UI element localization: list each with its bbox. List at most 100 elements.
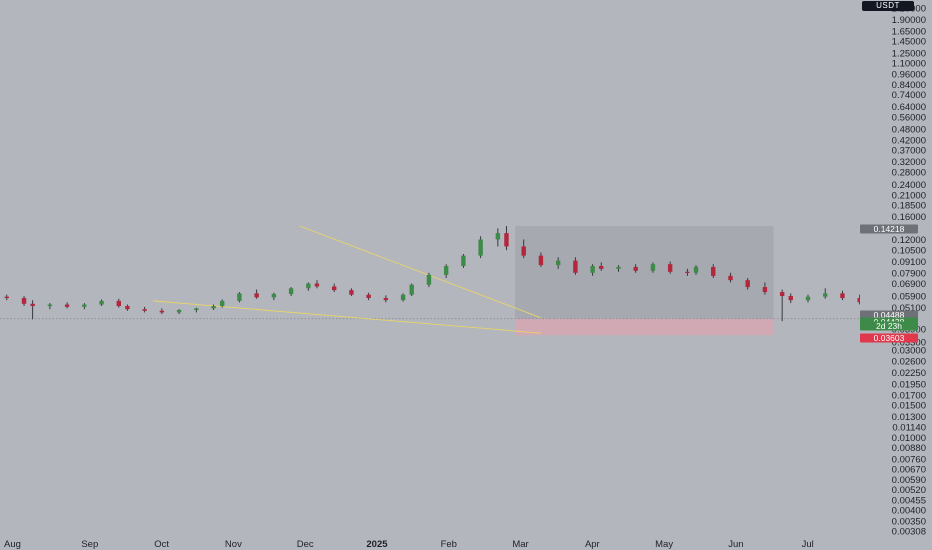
candle-body xyxy=(331,286,337,291)
time-axis[interactable]: Aug Sep Oct Nov Dec 2025 Feb Mar Apr May Jun Jul xyxy=(0,538,860,550)
price-tick-label: 0.12000 xyxy=(892,235,926,246)
time-label: Oct xyxy=(154,539,169,550)
candle xyxy=(47,303,53,310)
candle xyxy=(478,236,483,259)
price-tick-label: 0.00880 xyxy=(892,443,926,454)
candle-body xyxy=(779,292,785,297)
candle-body xyxy=(288,288,294,295)
time-label: Sep xyxy=(81,539,98,550)
price-tick-label: 0.16000 xyxy=(892,212,926,223)
plot-area[interactable] xyxy=(0,0,860,538)
candle-body xyxy=(478,239,483,256)
candle xyxy=(590,264,595,276)
candle-body xyxy=(461,255,466,267)
candle xyxy=(857,294,860,305)
price-tag-label: 0.04488 xyxy=(874,310,905,320)
price-tick-label: 0.00760 xyxy=(892,455,926,466)
candle-body xyxy=(762,287,768,293)
price-tick-label: 0.01700 xyxy=(892,391,926,402)
candle xyxy=(504,225,509,251)
candle xyxy=(306,282,311,291)
candle xyxy=(314,280,320,289)
price-tick-label: 0.21000 xyxy=(892,190,926,201)
candle-body xyxy=(840,293,845,299)
candle-body xyxy=(521,246,526,256)
price-tag-label: 0.03603 xyxy=(874,333,905,343)
price-tick-label: 0.84000 xyxy=(892,80,926,91)
price-tick-label: 0.05100 xyxy=(892,303,926,314)
price-tick-label: 0.00350 xyxy=(892,516,926,527)
time-label: Feb xyxy=(441,539,457,550)
candle-body xyxy=(159,310,165,313)
price-tick-label: 0.24000 xyxy=(892,180,926,191)
candle xyxy=(211,304,216,310)
candle xyxy=(21,296,27,307)
candle-body xyxy=(314,283,320,287)
candle-body xyxy=(538,255,544,266)
candle xyxy=(693,265,699,275)
candle xyxy=(573,257,578,275)
price-tick-label: 0.10500 xyxy=(892,246,926,257)
price-tick-label: 0.06900 xyxy=(892,279,926,290)
price-tick-label: 1.25000 xyxy=(892,48,926,59)
price-tick-label: 0.74000 xyxy=(892,90,926,101)
candle-body xyxy=(30,303,35,307)
candle-body xyxy=(495,233,501,240)
price-tag-bg xyxy=(860,224,918,234)
currency-label[interactable]: USDT xyxy=(862,1,914,11)
candle-body xyxy=(306,283,311,289)
price-tick-label: 0.03000 xyxy=(892,345,926,356)
time-label: Jul xyxy=(802,539,814,550)
candle xyxy=(633,264,638,273)
candle-body xyxy=(219,300,225,307)
candle xyxy=(495,228,501,247)
price-tick-label: 0.00520 xyxy=(892,485,926,496)
candle xyxy=(159,308,165,315)
candle-body xyxy=(4,296,10,299)
candle-body xyxy=(400,294,406,301)
time-label: Jun xyxy=(728,539,743,550)
candle xyxy=(400,293,406,302)
candle-body xyxy=(823,293,828,297)
price-tick-label: 0.00455 xyxy=(892,495,926,506)
candle xyxy=(237,292,242,303)
candle xyxy=(538,252,544,267)
target-zone xyxy=(515,226,774,319)
candle-body xyxy=(47,304,53,307)
price-tick-label: 0.00670 xyxy=(892,465,926,476)
candle xyxy=(4,294,10,301)
price-tick-label: 0.18500 xyxy=(892,201,926,212)
candle xyxy=(194,307,199,313)
candle xyxy=(805,294,811,303)
candle-body xyxy=(693,266,699,273)
candle xyxy=(788,293,793,304)
price-tick-label: 0.32000 xyxy=(892,157,926,168)
time-label: Nov xyxy=(225,539,242,550)
stop-zone xyxy=(515,318,774,336)
candle-body xyxy=(383,298,389,301)
candle-body xyxy=(64,304,70,307)
price-tick-label: 1.45000 xyxy=(892,37,926,48)
candle-body xyxy=(142,309,147,311)
candle xyxy=(443,264,449,278)
price-tag-label: 2d 23h xyxy=(876,321,902,331)
candle xyxy=(616,265,621,272)
candle-body xyxy=(254,293,259,298)
candle xyxy=(762,282,768,295)
price-tick-label: 0.28000 xyxy=(892,168,926,179)
price-tick-label: 0.64000 xyxy=(892,102,926,113)
candle-body xyxy=(633,266,638,271)
candle-body xyxy=(99,300,104,305)
price-tick-label: 0.42000 xyxy=(892,135,926,146)
price-tick-label: 0.02250 xyxy=(892,368,926,379)
price-tag-bg xyxy=(860,333,918,343)
time-label: May xyxy=(655,539,673,550)
candle xyxy=(409,283,414,297)
time-label: Aug xyxy=(4,539,21,550)
candle-body xyxy=(599,266,604,269)
candle-body xyxy=(573,260,578,273)
candle xyxy=(383,295,389,303)
candle-body xyxy=(443,266,449,275)
price-axis[interactable]: 2.200001.900001.650001.450001.250001.100… xyxy=(860,0,932,550)
